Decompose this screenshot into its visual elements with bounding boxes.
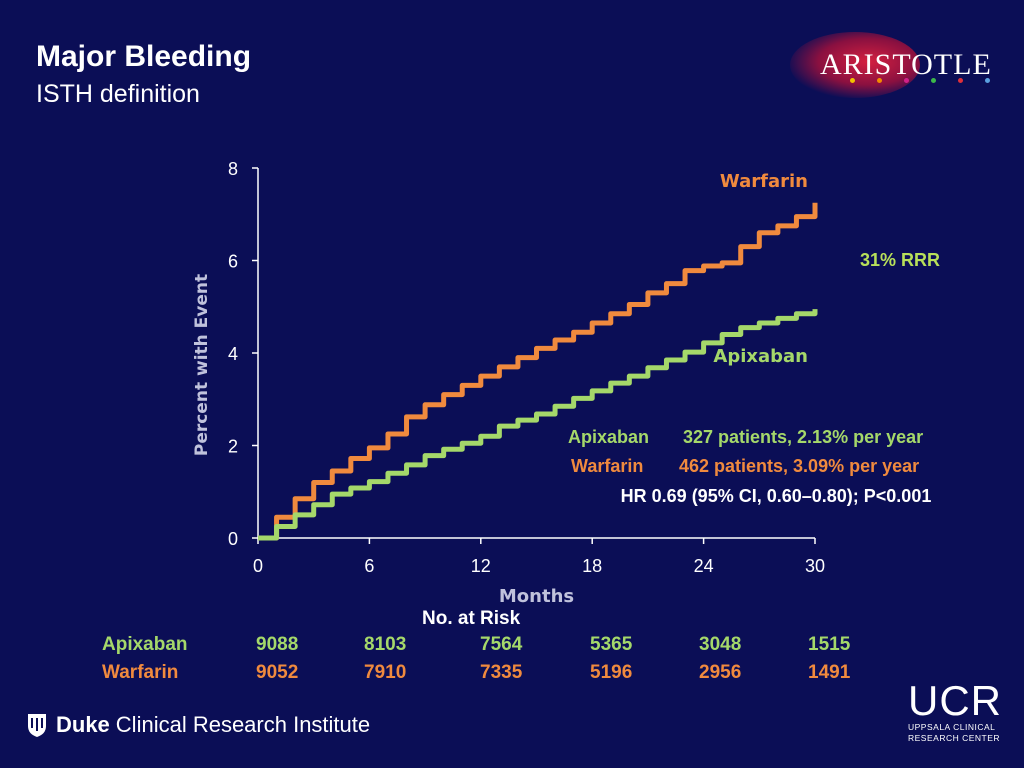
rrr-annotation: 31% RRR [860,250,940,270]
ucr-line-2: RESEARCH CENTER [908,733,1001,743]
hazard-ratio: HR 0.69 (95% CI, 0.60–0.80); P<0.001 [621,486,932,506]
risk-count: 5365 [590,634,633,655]
y-tick-label: 6 [228,252,238,272]
risk-row-warfarin: Warfarin 9052 7910 7335 5196 2956 1491 [0,662,1024,686]
risk-count: 9052 [256,662,299,683]
risk-count: 8103 [364,634,407,655]
risk-row-apixaban: Apixaban 9088 8103 7564 5365 3048 1515 [0,634,1024,658]
x-tick-label: 0 [253,556,263,576]
risk-count: 3048 [699,634,742,655]
x-tick-label: 24 [694,556,714,576]
ucr-logo: UCR UPPSALA CLINICAL RESEARCH CENTER [908,680,1008,744]
risk-count: 1491 [808,662,851,683]
y-tick-label: 4 [228,344,238,364]
warfarin-stat-name: Warfarin [571,456,643,476]
y-tick-label: 2 [228,437,238,457]
warfarin-stat: 462 patients, 3.09% per year [679,456,919,476]
apixaban-stat: 327 patients, 2.13% per year [683,427,923,447]
risk-count: 5196 [590,662,633,683]
risk-count: 7564 [480,634,523,655]
risk-count: 1515 [808,634,851,655]
x-tick-label: 30 [805,556,825,576]
risk-count: 7910 [364,662,407,683]
slide-title: Major Bleeding [36,40,252,73]
risk-table-title: No. at Risk [422,608,521,629]
risk-count: 9088 [256,634,299,655]
logo-dot-0 [850,78,855,83]
chart-labels: Warfarin Apixaban 31% RRR Apixaban 327 patie… [568,171,940,506]
risk-count: 2956 [699,662,742,683]
series-line-apixaban [258,309,818,541]
duke-rest-text: Clinical Research Institute [115,712,371,737]
risk-count: 7335 [480,662,523,683]
duke-shield-icon [28,714,46,737]
ucr-line-1: UPPSALA CLINICAL [908,722,996,732]
apixaban-series-label: Apixaban [713,346,808,367]
y-tick-label: 8 [228,159,238,179]
logo-dot-2 [904,78,909,83]
chart-series [258,202,818,541]
apixaban-stat-name: Apixaban [568,427,649,447]
logo-dot-1 [877,78,882,83]
x-tick-label: 12 [471,556,491,576]
logo-dot-5 [985,78,990,83]
duke-logo: Duke Clinical Research Institute [26,712,370,738]
series-line-warfarin [258,202,818,541]
x-axis-title: Months [499,586,574,607]
y-axis-title: Percent with Event [192,274,212,456]
risk-row-label: Warfarin [102,662,179,683]
logo-glow [790,32,920,98]
logo-dots [850,78,990,83]
aristotle-logo: ARISTOTLE [780,28,1010,108]
slide-subtitle: ISTH definition [36,80,200,108]
ucr-wordmark: UCR [908,677,1002,724]
logo-dot-3 [931,78,936,83]
logo-wordmark: ARISTOTLE [820,48,992,81]
warfarin-series-label: Warfarin [720,171,808,192]
y-tick-label: 0 [228,529,238,549]
x-tick-label: 18 [582,556,602,576]
logo-dot-4 [958,78,963,83]
x-tick-label: 6 [364,556,374,576]
risk-row-label: Apixaban [102,634,188,655]
duke-bold-text: Duke [56,712,110,737]
